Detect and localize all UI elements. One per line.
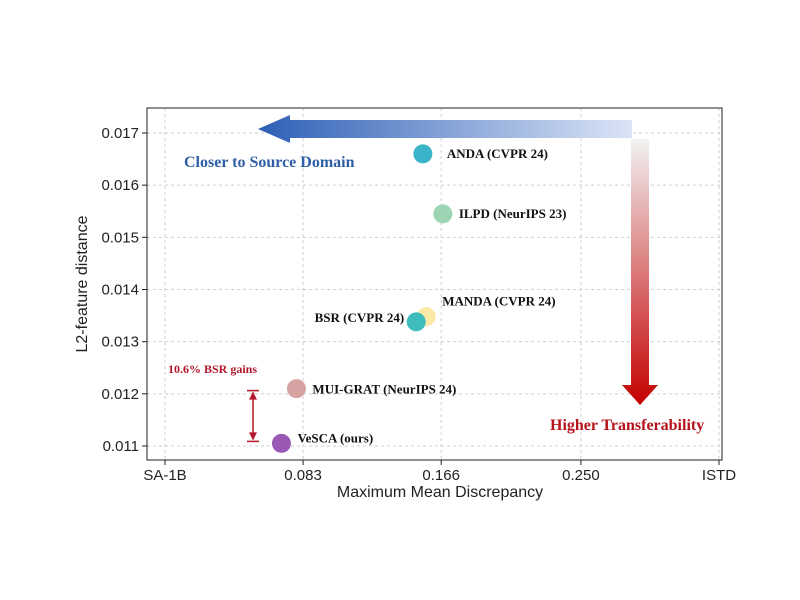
- y-tick-label: 0.014: [101, 282, 139, 299]
- point-label: ANDA (CVPR 24): [447, 146, 548, 161]
- axis-ticks: SA-1B 0.083 0.166 0.250 ISTD 0.011 0.012 0.013 0…: [101, 125, 736, 484]
- point-label: BSR (CVPR 24): [315, 310, 405, 325]
- point-label: MANDA (CVPR 24): [442, 294, 555, 309]
- grid: [147, 108, 722, 460]
- data-point: [271, 433, 291, 453]
- transferability-arrow: [622, 139, 658, 405]
- point-label: ILPD (NeurIPS 23): [459, 206, 567, 221]
- gain-annotation: [247, 389, 259, 443]
- point-label: VeSCA (ours): [297, 430, 373, 445]
- x-tick-label: 0.083: [284, 467, 322, 484]
- x-tick-label: 0.250: [562, 467, 600, 484]
- y-tick-label: 0.017: [101, 125, 139, 142]
- y-tick-label: 0.015: [101, 229, 139, 246]
- x-tick-label: ISTD: [702, 467, 736, 484]
- source-domain-annotation: Closer to Source Domain: [184, 154, 355, 171]
- plot-frame: [146, 107, 723, 461]
- data-points: [271, 144, 453, 453]
- source-domain-arrow: [258, 115, 632, 143]
- gain-arrowhead-up: [249, 391, 257, 400]
- y-tick-label: 0.012: [101, 386, 139, 403]
- data-point: [413, 144, 433, 164]
- transferability-annotation: Higher Transferability: [550, 417, 704, 434]
- point-labels: ANDA (CVPR 24) ILPD (NeurIPS 23) MANDA (CV…: [297, 146, 566, 446]
- x-tick-label: SA-1B: [143, 467, 186, 484]
- y-axis-title: L2-feature distance: [74, 215, 91, 352]
- gain-arrowhead-down: [249, 432, 257, 441]
- x-tick-label: 0.166: [422, 467, 460, 484]
- gain-label: 10.6% BSR gains: [168, 362, 257, 376]
- data-point: [286, 379, 306, 399]
- y-tick-label: 0.011: [103, 438, 139, 455]
- direction-arrows: [258, 115, 658, 405]
- data-point: [406, 312, 426, 332]
- point-label: MUI-GRAT (NeurIPS 24): [312, 382, 456, 397]
- data-point: [433, 204, 453, 224]
- x-axis-title: Maximum Mean Discrepancy: [337, 484, 543, 501]
- y-tick-label: 0.013: [101, 334, 139, 351]
- y-tick-label: 0.016: [101, 177, 139, 194]
